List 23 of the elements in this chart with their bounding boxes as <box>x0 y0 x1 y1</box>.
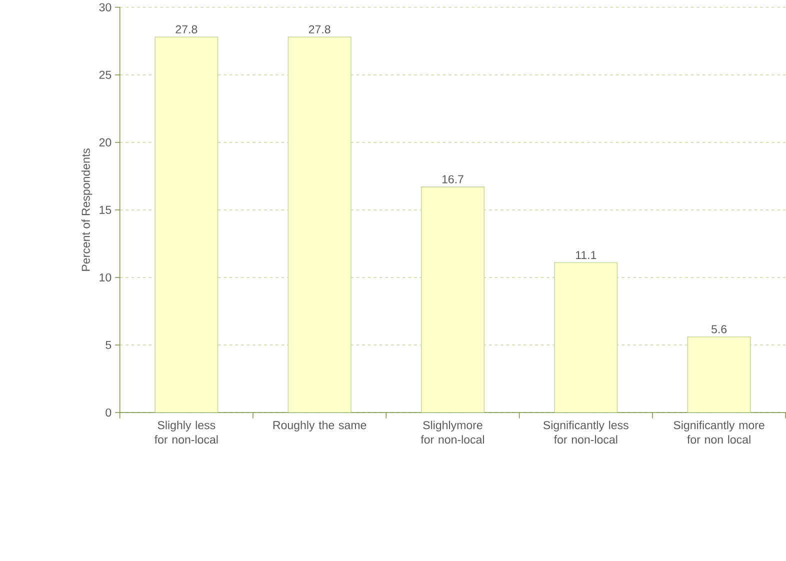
y-tick-label: 20 <box>99 138 112 146</box>
bar <box>154 36 218 412</box>
bar <box>288 36 352 412</box>
y-tick-label: 30 <box>99 3 112 12</box>
y-tick-label: 25 <box>99 70 112 79</box>
data-label: 5.6 <box>711 325 727 334</box>
y-tick-label: 0 <box>106 408 112 417</box>
x-tick-label: Slighly less for non-local <box>154 420 218 444</box>
bar <box>687 336 751 412</box>
x-tick-label: Roughly the same <box>273 420 366 432</box>
data-label: 16.7 <box>442 175 464 184</box>
y-tick-label: 10 <box>100 273 112 282</box>
y-axis-title: Percent of Respondents <box>81 148 92 271</box>
data-label: 27.8 <box>176 25 198 34</box>
x-tick-label: Significantly less for non-local <box>543 420 628 444</box>
y-tick-label: 5 <box>106 340 112 349</box>
x-tick-label: Slighlymore for non-local <box>420 420 484 444</box>
bar <box>554 262 618 412</box>
data-label: 11.1 <box>576 251 596 259</box>
data-label: 27.8 <box>308 25 330 34</box>
x-tick-label: Significantly more for non local <box>674 420 764 444</box>
y-tick-label: 15 <box>100 206 112 214</box>
bar <box>420 186 484 412</box>
